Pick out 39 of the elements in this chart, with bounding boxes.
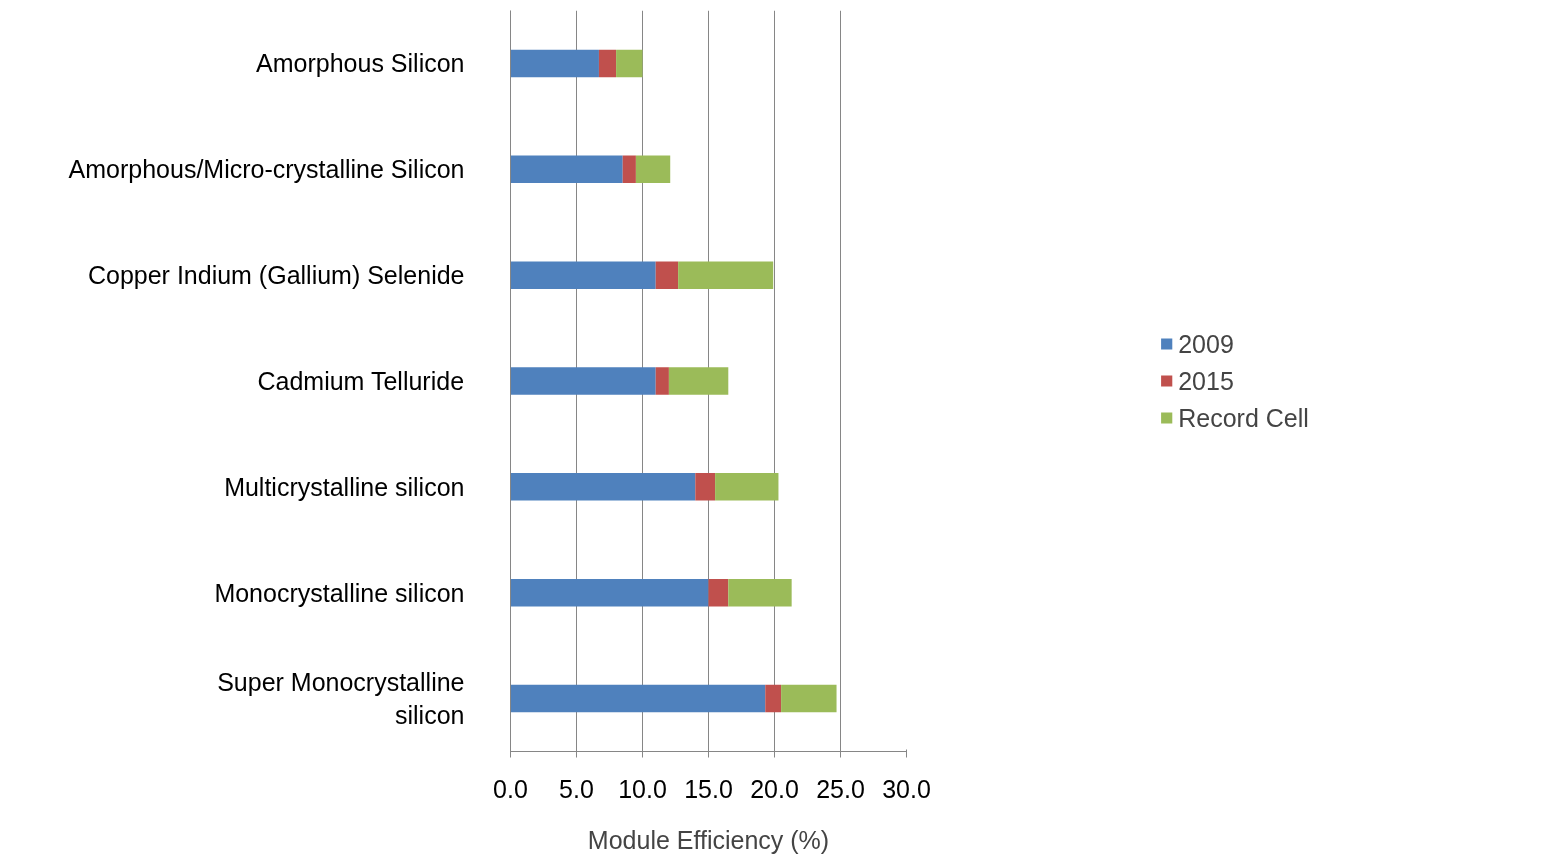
bar <box>695 473 716 501</box>
x-tick-label: 10.0 <box>618 774 667 803</box>
bar <box>510 578 709 607</box>
x-tick-label: 15.0 <box>684 774 733 803</box>
y-tick-label: Cadmium Telluride <box>257 367 465 395</box>
bar <box>678 261 774 289</box>
x-axis-title: Module Efficiency (%) <box>587 825 830 854</box>
x-tick-label: 5.0 <box>559 774 594 803</box>
y-tick-label: Monocrystalline silicon <box>214 578 465 607</box>
x-tick-label: 0.0 <box>493 774 528 803</box>
bar <box>765 684 782 713</box>
bar <box>510 367 656 395</box>
bar <box>781 684 837 713</box>
y-tick-label: Super Monocrystalline silicon <box>217 667 465 730</box>
bar <box>708 578 729 607</box>
bar <box>616 49 643 78</box>
bar <box>655 367 669 395</box>
bar <box>622 155 636 184</box>
y-tick-label: Amorphous Silicon <box>256 49 465 78</box>
bar <box>510 684 766 713</box>
legend-label: 2009 <box>1178 329 1234 358</box>
bar <box>510 155 623 184</box>
x-tick-label: 30.0 <box>882 774 931 803</box>
bar <box>715 473 779 501</box>
bar <box>598 49 617 78</box>
y-tick-label: Copper Indium (Gallium) Selenide <box>87 261 465 290</box>
x-tick-label: 25.0 <box>816 774 865 803</box>
legend-label: 2015 <box>1178 366 1234 395</box>
y-tick-label: Multicrystalline silicon <box>224 472 465 501</box>
y-tick-label: Amorphous/Micro-crystalline Silicon <box>68 155 465 184</box>
bar <box>510 49 599 78</box>
bar <box>655 261 679 289</box>
bar <box>728 578 792 607</box>
bar <box>668 367 729 395</box>
legend-label: Record Cell <box>1178 403 1309 432</box>
bar <box>510 261 656 289</box>
bar <box>510 473 696 501</box>
bar <box>635 155 671 184</box>
x-tick-label: 20.0 <box>750 774 799 803</box>
